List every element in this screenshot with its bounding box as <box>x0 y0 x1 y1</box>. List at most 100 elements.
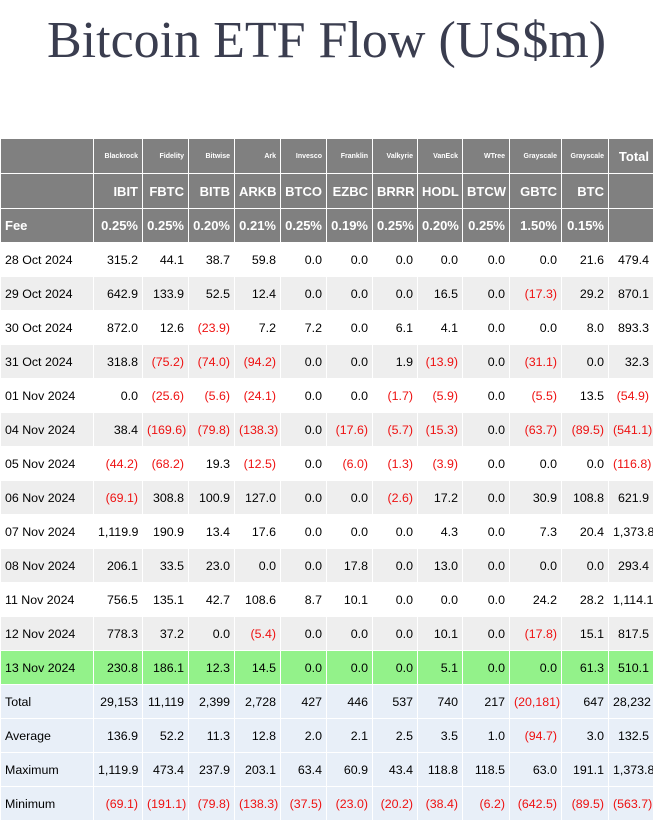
flow-cell: (1.7) <box>372 378 418 413</box>
flow-cell: 37.2 <box>142 616 189 651</box>
flow-cell: 16.5 <box>417 276 463 311</box>
flow-cell: 0.0 <box>462 616 510 651</box>
flow-cell: 1.9 <box>372 344 418 379</box>
summary-label: Total <box>0 684 94 719</box>
ticker-header: FBTC <box>142 173 189 209</box>
summary-cell: (79.8) <box>188 786 235 821</box>
flow-cell: 0.0 <box>462 582 510 617</box>
etf-flow-table: Blackrock Fidelity Bitwise Ark Invesco F… <box>0 138 653 821</box>
fee-cell: 0.25% <box>142 208 189 243</box>
flow-cell: 135.1 <box>142 582 189 617</box>
summary-label: Maximum <box>0 752 94 787</box>
flow-cell: (25.6) <box>142 378 189 413</box>
flow-cell: 0.0 <box>280 650 327 685</box>
ticker-header-row: IBIT FBTC BITB ARKB BTCO EZBC BRRR HODL … <box>0 173 653 209</box>
date-cell: 28 Oct 2024 <box>0 242 94 277</box>
ticker-header: HODL <box>417 173 463 209</box>
flow-cell: 0.0 <box>372 548 418 583</box>
flow-cell: 20.4 <box>561 514 609 549</box>
date-cell: 29 Oct 2024 <box>0 276 94 311</box>
flow-cell: 6.1 <box>372 310 418 345</box>
flow-cell: 206.1 <box>93 548 143 583</box>
issuer-header: Fidelity <box>142 138 189 174</box>
flow-cell: 756.5 <box>93 582 143 617</box>
row-total-cell: (541.1) <box>608 412 653 447</box>
summary-cell: (20,181) <box>509 684 562 719</box>
table-row: 01 Nov 2024 0.0 (25.6) (5.6) (24.1) 0.0 0.0 (1.… <box>0 378 653 413</box>
summary-cell: 2.1 <box>326 718 373 753</box>
flow-cell: 0.0 <box>93 378 143 413</box>
flow-cell: 230.8 <box>93 650 143 685</box>
row-total-cell: 479.4 <box>608 242 653 277</box>
summary-cell: 63.0 <box>509 752 562 787</box>
row-total-cell: 1,373.8 <box>608 514 653 549</box>
summary-total-cell: (563.7) <box>608 786 653 821</box>
summary-cell: (191.1) <box>142 786 189 821</box>
flow-cell: 33.5 <box>142 548 189 583</box>
flow-cell: 8.0 <box>561 310 609 345</box>
flow-cell: 7.2 <box>234 310 281 345</box>
row-total-cell: 32.3 <box>608 344 653 379</box>
date-cell: 30 Oct 2024 <box>0 310 94 345</box>
summary-cell: 2.0 <box>280 718 327 753</box>
flow-cell: 0.0 <box>326 480 373 515</box>
issuer-header: Ark <box>234 138 281 174</box>
flow-cell: 0.0 <box>372 242 418 277</box>
ticker-header: EZBC <box>326 173 373 209</box>
flow-cell: (79.8) <box>188 412 235 447</box>
date-cell: 08 Nov 2024 <box>0 548 94 583</box>
summary-cell: 740 <box>417 684 463 719</box>
flow-cell: 318.8 <box>93 344 143 379</box>
summary-cell: 1.0 <box>462 718 510 753</box>
flow-cell: 0.0 <box>462 412 510 447</box>
summary-label: Minimum <box>0 786 94 821</box>
flow-cell: 10.1 <box>417 616 463 651</box>
flow-cell: 7.2 <box>280 310 327 345</box>
table-row: 28 Oct 2024 315.2 44.1 38.7 59.8 0.0 0.0 0.0 0.0… <box>0 242 653 277</box>
flow-cell: 12.4 <box>234 276 281 311</box>
table-row: 08 Nov 2024 206.1 33.5 23.0 0.0 0.0 17.8 0.0 13.… <box>0 548 653 583</box>
flow-cell: 8.7 <box>280 582 327 617</box>
summary-cell: 63.4 <box>280 752 327 787</box>
summary-cell: 2,728 <box>234 684 281 719</box>
flow-cell: (94.2) <box>234 344 281 379</box>
flow-cell: 0.0 <box>417 582 463 617</box>
flow-cell: 38.4 <box>93 412 143 447</box>
issuer-header: Grayscale <box>509 138 562 174</box>
flow-cell: 0.0 <box>234 548 281 583</box>
row-total-cell: (116.8) <box>608 446 653 481</box>
fee-cell: 0.25% <box>462 208 510 243</box>
flow-cell: (15.3) <box>417 412 463 447</box>
issuer-header: Bitwise <box>188 138 235 174</box>
fee-cell: 0.20% <box>417 208 463 243</box>
issuer-header: Blackrock <box>93 138 143 174</box>
date-cell: 01 Nov 2024 <box>0 378 94 413</box>
flow-cell: 127.0 <box>234 480 281 515</box>
date-cell: 07 Nov 2024 <box>0 514 94 549</box>
ticker-header: BRRR <box>372 173 418 209</box>
header-blank <box>608 173 653 209</box>
summary-cell: (38.4) <box>417 786 463 821</box>
summary-row: Maximum 1,119.9 473.4 237.9 203.1 63.4 60.9 43.… <box>0 752 653 787</box>
flow-cell: 0.0 <box>462 310 510 345</box>
flow-cell: 308.8 <box>142 480 189 515</box>
summary-cell: (37.5) <box>280 786 327 821</box>
flow-cell: (69.1) <box>93 480 143 515</box>
flow-cell: 30.9 <box>509 480 562 515</box>
date-cell: 06 Nov 2024 <box>0 480 94 515</box>
flow-cell: 0.0 <box>326 310 373 345</box>
flow-cell: 0.0 <box>188 616 235 651</box>
row-total-cell: 510.1 <box>608 650 653 685</box>
issuer-header: WTree <box>462 138 510 174</box>
flow-cell: (17.3) <box>509 276 562 311</box>
flow-cell: 0.0 <box>280 548 327 583</box>
flow-cell: 14.5 <box>234 650 281 685</box>
flow-cell: 21.6 <box>561 242 609 277</box>
summary-cell: 3.0 <box>561 718 609 753</box>
summary-cell: 11.3 <box>188 718 235 753</box>
flow-cell: 108.6 <box>234 582 281 617</box>
flow-cell: (68.2) <box>142 446 189 481</box>
summary-cell: 136.9 <box>93 718 143 753</box>
flow-cell: 13.4 <box>188 514 235 549</box>
flow-cell: 0.0 <box>462 344 510 379</box>
